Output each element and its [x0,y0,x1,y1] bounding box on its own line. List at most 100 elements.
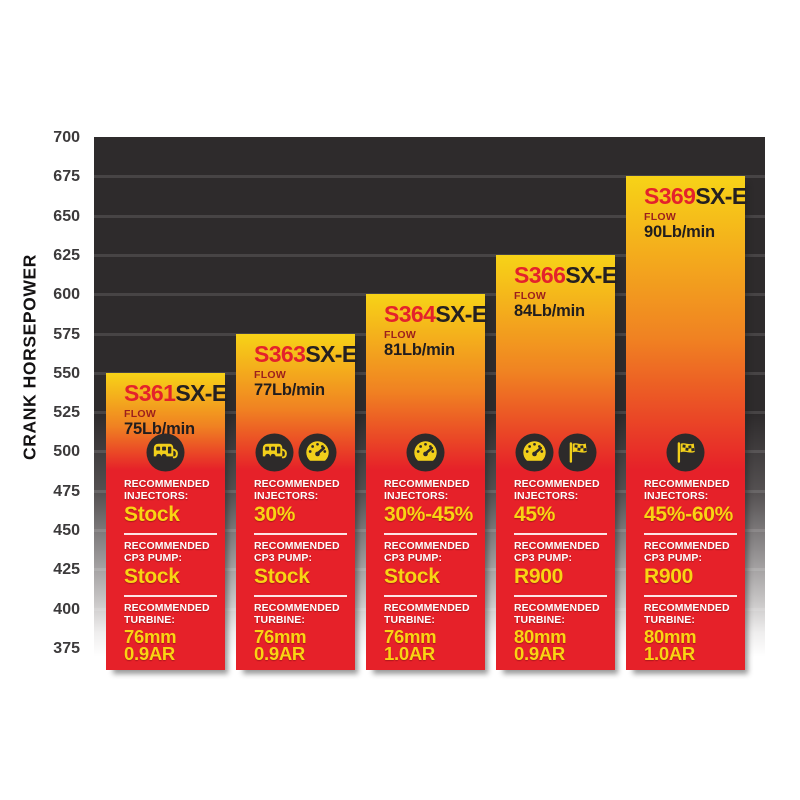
bar-specs: RECOMMENDED INJECTORS: 45%-60% RECOMMEND… [626,433,745,670]
turbine-label: RECOMMENDED TURBINE: [254,601,340,626]
turbine-label: RECOMMENDED TURBINE: [644,601,730,626]
gauge-icon [406,433,445,472]
race-flag-icon [666,433,705,472]
divider [644,532,737,535]
injectors-value: Stock [124,502,180,526]
cp3-pump-value: Stock [254,564,310,588]
race-flag-icon [557,433,597,472]
cp3-pump-label: RECOMMENDED CP3 PUMP: [644,539,730,564]
flow-label: FLOW [514,289,547,302]
injectors-value: 30% [254,502,296,526]
bar-s363sx-e: S363SX-E FLOW 77Lb/min RECOMMENDED INJEC… [236,333,357,670]
gridline-650 [94,214,765,218]
cp3-pump-value: Stock [384,564,440,588]
flow-value: 84Lb/min [514,301,585,320]
gauge-icon [514,433,554,472]
gauge-icon [297,433,337,472]
cp3-pump-value: Stock [124,564,180,588]
turbine-value: 80mm 1.0AR [644,625,697,665]
cp3-pump-value: R900 [514,564,564,588]
plot-area: S361SX-E FLOW 75Lb/min RECOMMENDED INJEC… [94,137,765,670]
y-tick-525: 525 [53,404,80,422]
usage-icons [254,433,337,472]
flow-label: FLOW [254,368,287,381]
bar-specs: RECOMMENDED INJECTORS: Stock RECOMMENDED… [106,433,225,670]
cp3-pump-value: R900 [644,564,694,588]
turbine-value: 76mm 1.0AR [384,625,437,665]
injectors-label: RECOMMENDED INJECTORS: [254,477,340,502]
divider [254,594,347,597]
divider [384,532,477,535]
flow-value: 75Lb/min [124,419,195,438]
bar-head: S361SX-E FLOW 75Lb/min [106,373,227,438]
usage-icons [644,433,727,472]
bar-s364sx-e: S364SX-E FLOW 81Lb/min RECOMMENDED INJEC… [366,294,487,670]
injectors-value: 30%-45% [384,502,473,526]
y-tick-700: 700 [53,129,80,146]
model-name: S366SX-E [514,261,617,288]
injectors-label: RECOMMENDED INJECTORS: [124,477,210,502]
usage-icons [514,433,597,472]
divider [644,594,737,597]
injectors-label: RECOMMENDED INJECTORS: [384,477,470,502]
model-name: S364SX-E [384,301,487,328]
y-tick-375: 375 [53,639,80,657]
model-name: S363SX-E [254,340,357,367]
model-name: S361SX-E [124,379,227,406]
turbine-label: RECOMMENDED TURBINE: [384,601,470,626]
y-tick-425: 425 [53,561,80,579]
gridline-625 [94,253,765,257]
turbine-value: 76mm 0.9AR [254,625,307,665]
turbine-label: RECOMMENDED TURBINE: [124,601,210,626]
y-tick-400: 400 [53,600,80,618]
bar-head: S366SX-E FLOW 84Lb/min [496,255,617,320]
bar-specs: RECOMMENDED INJECTORS: 45% RECOMMENDED C… [496,433,615,670]
cp3-pump-label: RECOMMENDED CP3 PUMP: [124,539,210,564]
divider [254,532,347,535]
bar-head: S369SX-E FLOW 90Lb/min [626,176,747,242]
divider [124,594,217,597]
model-name: S369SX-E [644,183,747,210]
divider [514,532,607,535]
y-tick-675: 675 [53,168,80,186]
camper-icon [254,433,294,472]
injectors-value: 45%-60% [644,502,733,526]
flow-label: FLOW [644,211,677,224]
y-tick-650: 650 [53,207,80,225]
y-tick-625: 625 [53,246,80,264]
bar-s361sx-e: S361SX-E FLOW 75Lb/min RECOMMENDED INJEC… [106,372,227,670]
cp3-pump-label: RECOMMENDED CP3 PUMP: [384,539,470,564]
flow-value: 90Lb/min [644,223,715,242]
flow-label: FLOW [124,407,157,420]
usage-icons [384,433,467,472]
y-tick-500: 500 [53,443,80,461]
injectors-label: RECOMMENDED INJECTORS: [644,477,730,502]
injectors-label: RECOMMENDED INJECTORS: [514,477,600,502]
gridline-675 [94,175,765,179]
y-axis-title: CRANK HORSEPOWER [19,254,40,460]
y-tick-475: 475 [53,482,80,500]
camper-icon [146,433,185,472]
flow-value: 77Lb/min [254,380,325,399]
bar-head: S363SX-E FLOW 77Lb/min [236,334,357,399]
y-tick-450: 450 [53,522,80,540]
cp3-pump-label: RECOMMENDED CP3 PUMP: [514,539,600,564]
bar-s369sx-e: S369SX-E FLOW 90Lb/min RECOMMENDED INJEC… [626,176,747,670]
y-tick-575: 575 [53,325,80,343]
y-tick-600: 600 [53,286,80,304]
flow-label: FLOW [384,329,417,342]
usage-icons [124,433,207,472]
divider [514,594,607,597]
bar-head: S364SX-E FLOW 81Lb/min [366,294,487,360]
injectors-value: 45% [514,502,556,526]
bar-s366sx-e: S366SX-E FLOW 84Lb/min RECOMMENDED INJEC… [496,254,617,670]
cp3-pump-label: RECOMMENDED CP3 PUMP: [254,539,340,564]
turbine-value: 76mm 0.9AR [124,625,177,665]
turbine-value: 80mm 0.9AR [514,625,567,665]
turbine-label: RECOMMENDED TURBINE: [514,601,600,626]
flow-value: 81Lb/min [384,341,455,360]
divider [124,532,217,535]
divider [384,594,477,597]
y-tick-550: 550 [53,364,80,382]
